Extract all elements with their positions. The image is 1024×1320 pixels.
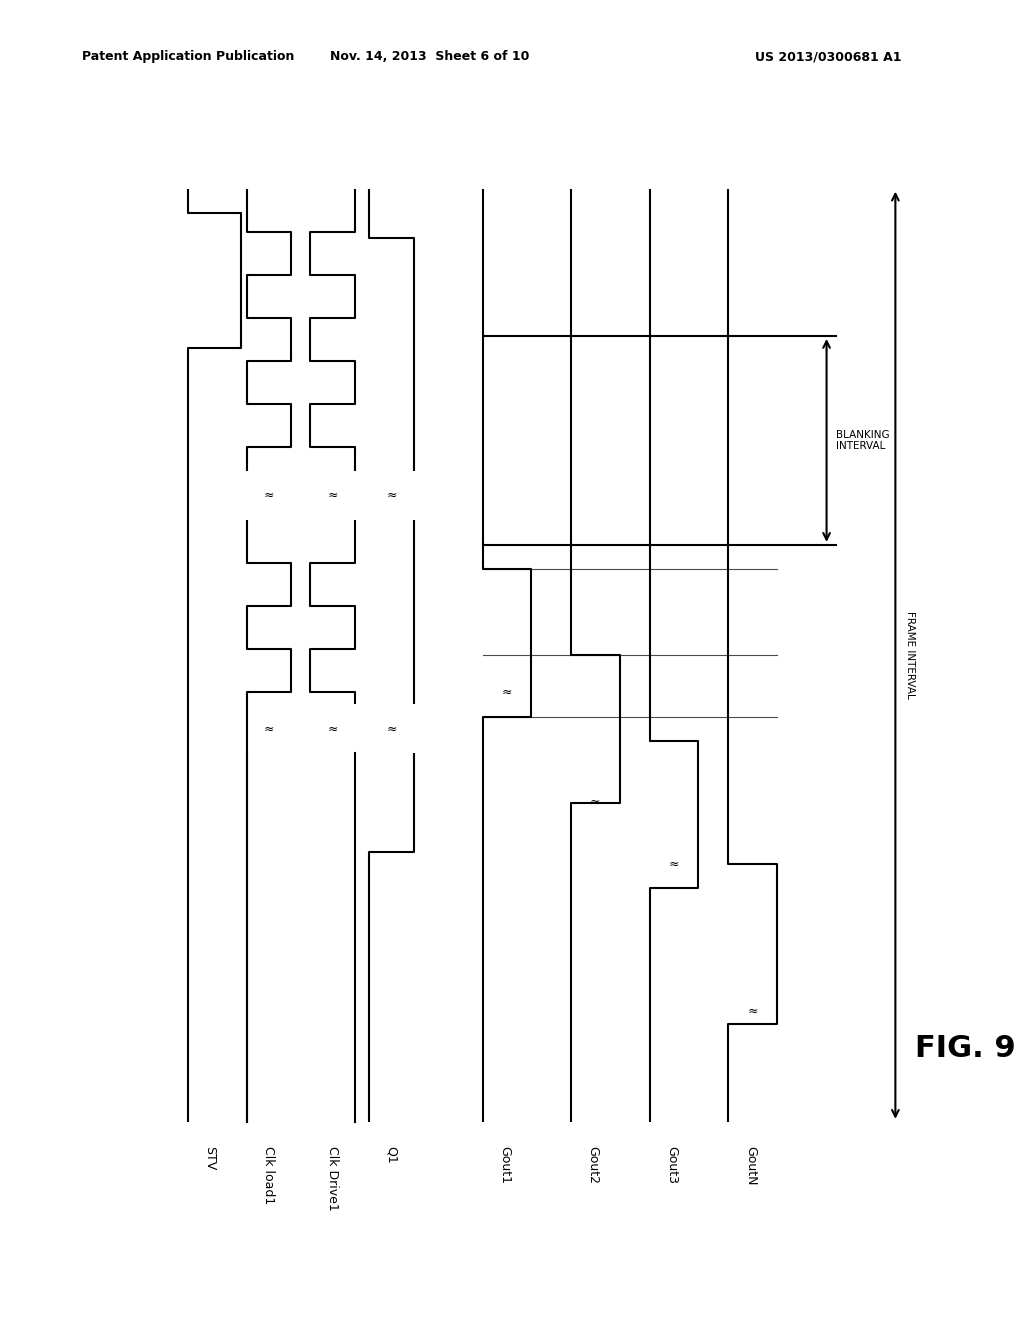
Text: ≈: ≈ <box>328 722 338 735</box>
Text: Gout2: Gout2 <box>587 1146 600 1184</box>
Text: Nov. 14, 2013  Sheet 6 of 10: Nov. 14, 2013 Sheet 6 of 10 <box>331 50 529 63</box>
Text: FRAME INTERVAL: FRAME INTERVAL <box>905 611 915 700</box>
Text: Q1: Q1 <box>385 1146 398 1164</box>
Text: BLANKING
INTERVAL: BLANKING INTERVAL <box>837 429 890 451</box>
Text: GoutN: GoutN <box>743 1146 757 1185</box>
Text: US 2013/0300681 A1: US 2013/0300681 A1 <box>755 50 901 63</box>
Text: ≈: ≈ <box>669 858 679 870</box>
Text: ≈: ≈ <box>328 490 338 502</box>
Text: ≈: ≈ <box>386 490 397 502</box>
Text: ≈: ≈ <box>263 490 274 502</box>
Text: ≈: ≈ <box>263 722 274 735</box>
Text: Gout1: Gout1 <box>498 1146 511 1184</box>
Text: Patent Application Publication: Patent Application Publication <box>82 50 294 63</box>
Text: Clk load1: Clk load1 <box>262 1146 275 1205</box>
Text: ≈: ≈ <box>502 685 512 698</box>
Text: ≈: ≈ <box>748 1005 758 1018</box>
Text: Clk Drive1: Clk Drive1 <box>326 1146 339 1210</box>
Text: ≈: ≈ <box>590 796 600 809</box>
Text: STV: STV <box>203 1146 216 1171</box>
Text: FIG. 9: FIG. 9 <box>915 1034 1016 1063</box>
Text: ≈: ≈ <box>386 722 397 735</box>
Text: Gout3: Gout3 <box>666 1146 678 1184</box>
